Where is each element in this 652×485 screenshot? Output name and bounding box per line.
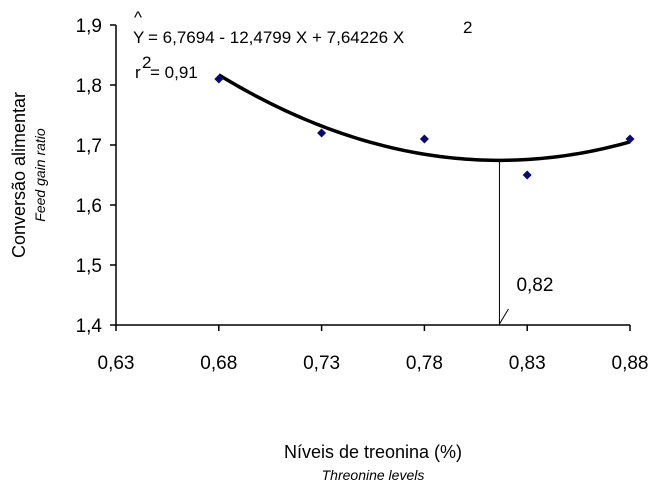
x-tick-label: 0,88 (612, 353, 649, 374)
data-point (419, 134, 429, 144)
y-tick-label: 1,7 (76, 136, 102, 157)
y-axis-subtitle: Feed gain ratio (32, 128, 48, 222)
y-axis-title: Conversão alimentar (9, 92, 29, 258)
x-tick-label: 0,78 (406, 353, 443, 374)
y-tick-label: 1,6 (76, 196, 102, 217)
optimum-label: 0,82 (516, 275, 553, 296)
optimum-leader-line (499, 308, 509, 325)
r2-value: = 0,91 (150, 63, 198, 82)
y-tick-label: 1,5 (76, 256, 102, 277)
x-tick-label: 0,68 (200, 353, 237, 374)
x-tick-label: 0,63 (98, 353, 135, 374)
x-tick-label: 0,83 (509, 353, 546, 374)
data-points (214, 74, 635, 180)
data-point (522, 170, 532, 180)
x-axis-subtitle: Threonine levels (322, 467, 425, 483)
data-point (317, 128, 327, 138)
x-axis-ticks: 0,63 0,68 0,73 0,78 0,83 0,88 (98, 325, 649, 374)
y-tick-label: 1,8 (76, 76, 102, 97)
regression-curve (217, 73, 631, 163)
data-point (214, 74, 224, 84)
r2-exponent: 2 (142, 53, 151, 72)
data-point (625, 134, 635, 144)
equation-hat: ^ (134, 8, 142, 27)
x-axis-title: Níveis de treonina (%) (284, 442, 462, 462)
y-axis-ticks: 1,4 1,5 1,6 1,7 1,8 1,9 (76, 16, 116, 337)
y-tick-label: 1,9 (76, 16, 102, 37)
r2-prefix: r (135, 63, 141, 82)
y-tick-label: 1,4 (76, 316, 103, 337)
equation-y-symbol: Y (133, 28, 144, 47)
equation-exponent: 2 (463, 18, 472, 37)
equation-text: = 6,7694 - 12,4799 X + 7,64226 X (148, 28, 404, 47)
x-tick-label: 0,73 (303, 353, 340, 374)
